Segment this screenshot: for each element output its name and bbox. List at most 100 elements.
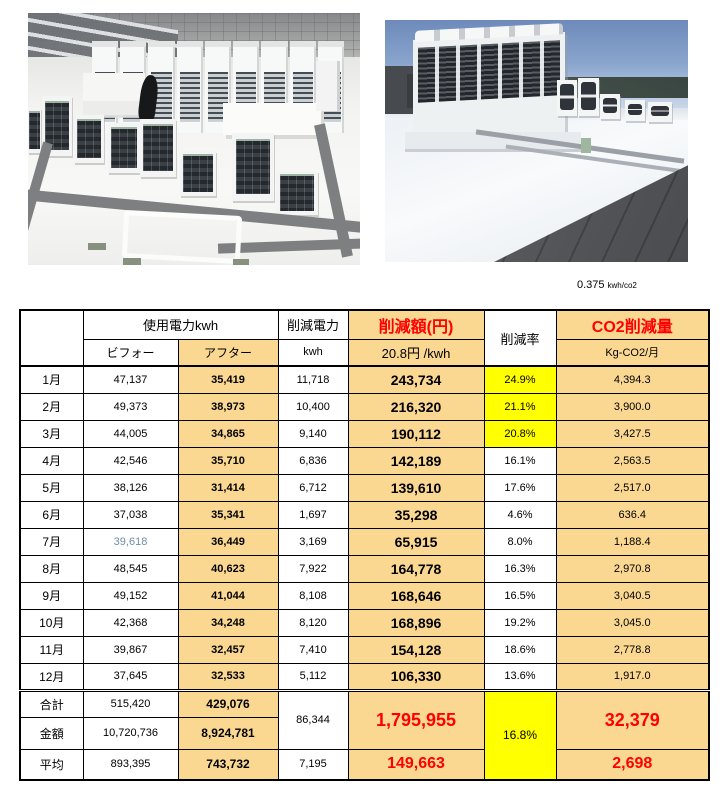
before-value: 37,038 [82,500,179,529]
before-value: 49,373 [82,392,179,421]
after-value: 41,044 [177,581,279,610]
saved-kwh-value: 6,712 [277,473,349,502]
usage-header: 使用電力kwh [82,309,279,340]
saved-amount-value: 168,646 [347,581,485,610]
saved-amount-value: 142,189 [347,446,485,475]
reduction-rate-value: 16.5% [483,581,557,610]
month-label: 8月 [19,554,84,583]
ac-unit [276,171,318,215]
mount-block [88,243,106,250]
co2-value: 2,970.8 [555,554,710,583]
mount-block [123,258,141,265]
ac-unit [176,41,203,133]
month-row: 10月 42,368 34,248 8,120 168,896 19.2% 3,… [19,608,710,637]
photo-rooftop-before [28,13,360,265]
average-row: 平均 893,395 743,732 7,195 149,663 2,698 [19,748,710,781]
before-value: 49,152 [82,581,179,610]
before-value: 44,005 [82,419,179,448]
ac-unit [648,102,672,122]
saved-kwh-value: 9,140 [277,419,349,448]
amount-row: 金額 10,720,736 8,924,781 [19,716,709,750]
co2-value: 636.4 [555,500,710,529]
reduction-rate-value: 16.3% [483,554,557,583]
average-amount-value: 149,663 [347,748,485,781]
co2-value: 3,900.0 [555,392,710,421]
mount-block [233,259,249,265]
month-label: 12月 [19,662,84,692]
month-row: 6月 37,038 35,341 1,697 35,298 4.6% 636.4 [19,500,710,529]
after-value: 34,248 [177,608,279,637]
ac-unit [600,94,620,119]
before-value: 39,618 [82,527,179,556]
co2-unit-header: Kg-CO2/月 [555,338,710,367]
month-row: 8月 48,545 40,623 7,922 164,778 16.3% 2,9… [19,554,710,583]
amount-after-value: 8,924,781 [177,716,279,750]
before-header: ビフォー [82,338,179,367]
after-value: 35,419 [177,365,279,394]
co2-value: 2,563.5 [555,446,710,475]
reduction-rate-value: 8.0% [483,527,557,556]
average-kwh-value: 7,195 [277,748,349,781]
saved-kwh-value: 1,697 [277,500,349,529]
saved-amount-value: 35,298 [347,500,485,529]
saved-kwh-value: 5,112 [277,662,349,692]
before-value: 42,368 [82,608,179,637]
month-row: 9月 49,152 41,044 8,108 168,646 16.5% 3,0… [19,581,710,610]
after-value: 32,533 [177,662,279,692]
co2-value: 3,427.5 [555,419,710,448]
after-value: 38,973 [177,392,279,421]
ac-unit [625,100,645,121]
saved-amount-value: 168,896 [347,608,485,637]
price-per-kwh-header: 20.8円 /kwh [347,338,485,367]
month-label: 9月 [19,581,84,610]
reduction-rate-value: 20.8% [483,419,557,448]
co2-value: 4,394.3 [555,365,710,394]
before-value: 39,867 [82,635,179,664]
saved-kwh-value: 3,169 [277,527,349,556]
ac-unit [108,123,140,173]
rooftop-platform [223,103,321,135]
kwh-unit-header: kwh [277,338,349,367]
after-value: 34,865 [177,419,279,448]
saved-amount-value: 65,915 [347,527,485,556]
total-amount-value: 1,795,955 [347,689,485,750]
ac-unit [74,115,104,163]
total-kwh-value: 86,344 [277,689,349,750]
month-row: 5月 38,126 31,414 6,712 139,610 17.6% 2,5… [19,473,710,502]
month-row: 2月 49,373 38,973 10,400 216,320 21.1% 3,… [19,392,710,421]
co2-value: 1,917.0 [555,662,710,692]
reduction-rate-value: 17.6% [483,473,557,502]
co2-factor-unit: kwh/co2 [607,281,637,290]
pipe-loop [121,209,243,265]
month-label: 7月 [19,527,84,556]
after-value: 32,457 [177,635,279,664]
month-label: 4月 [19,446,84,475]
month-label: 2月 [19,392,84,421]
ac-unit-bank [413,32,565,142]
month-row: 1月 47,137 35,419 11,718 243,734 24.9% 4,… [19,365,710,394]
total-co2-value: 32,379 [555,689,710,750]
total-after-value: 429,076 [177,689,279,718]
rooftop-structure [83,73,145,115]
saved-kwh-value: 7,922 [277,554,349,583]
co2-value: 2,778.8 [555,635,710,664]
ac-unit [148,41,175,133]
total-before-value: 515,420 [82,689,179,718]
ac-unit [316,61,340,111]
average-before-value: 893,395 [82,748,179,781]
average-label: 平均 [19,748,84,781]
energy-reduction-table: 使用電力kwh 削減電力 削減額(円) 削減率 CO2削減量 ビフォー アフター… [19,309,710,781]
ac-unit [180,151,216,196]
header-row-1: 使用電力kwh 削減電力 削減額(円) 削減率 CO2削減量 [19,309,710,367]
co2-value: 2,517.0 [555,473,710,502]
total-rate-value: 16.8% [483,689,557,781]
ac-unit [232,133,274,201]
header-row-2: ビフォー アフター kwh 20.8円 /kwh Kg-CO2/月 [20,338,710,367]
saved-kwh-value: 8,120 [277,608,349,637]
ac-unit [28,108,41,153]
co2-value: 3,040.5 [555,581,710,610]
after-value: 31,414 [177,473,279,502]
photo-rooftop-after [385,20,688,262]
before-value: 37,645 [82,662,179,692]
